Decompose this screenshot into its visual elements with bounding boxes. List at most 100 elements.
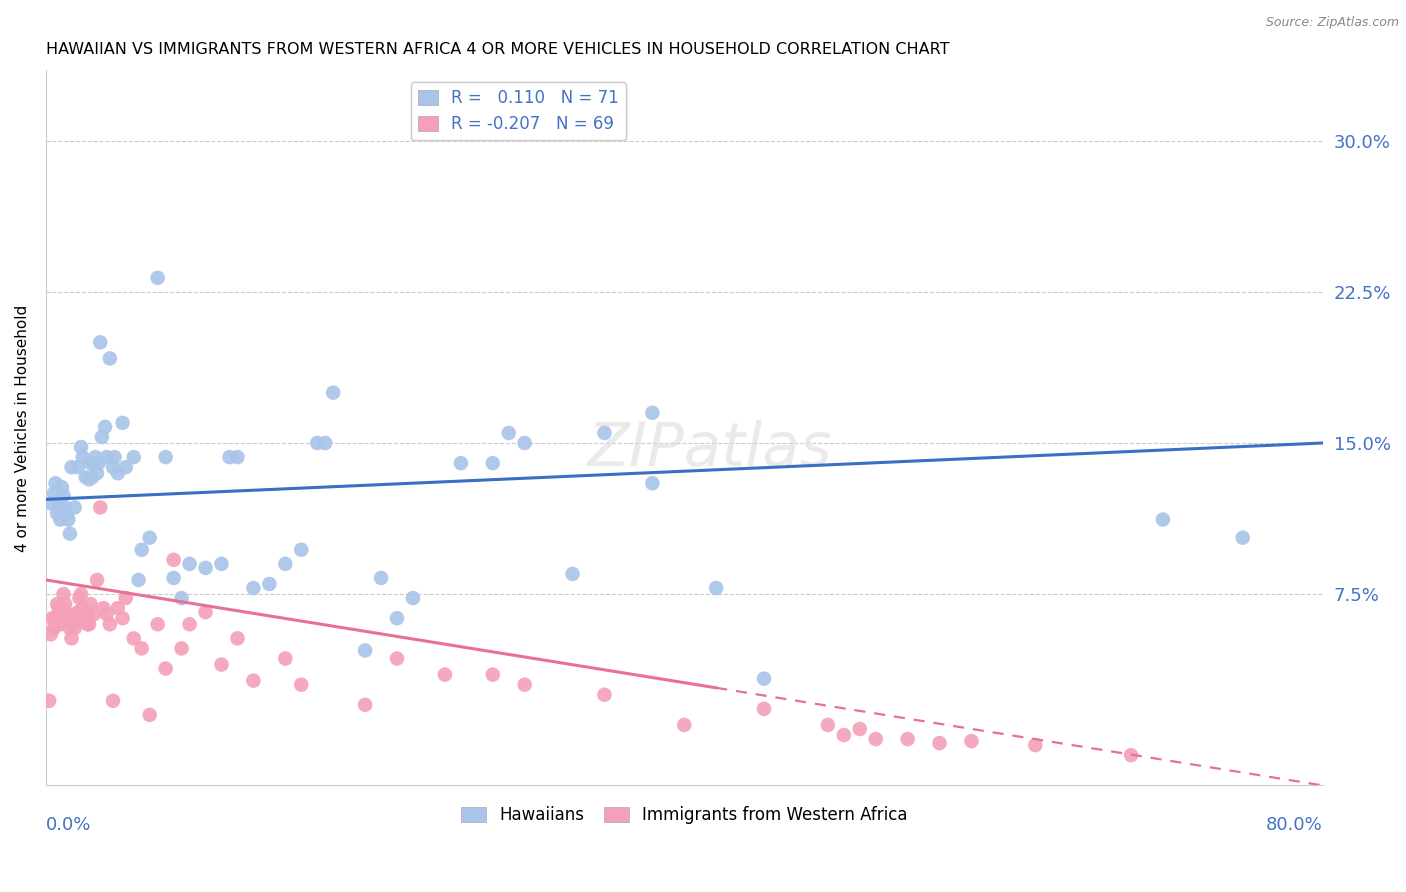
Point (1152, 512, 1174, 526)
Point (402, 591, 425, 605)
Point (63, 500, 86, 515)
Point (53, 597, 76, 611)
Point (98, 617, 121, 632)
Point (49, 617, 72, 632)
Point (314, 436, 336, 450)
Point (146, 271, 169, 285)
Point (72, 601, 94, 615)
Point (101, 460, 124, 475)
Point (76, 617, 98, 632)
Point (38, 694, 60, 708)
Point (86, 573, 108, 587)
Point (111, 416, 134, 430)
Text: 80.0%: 80.0% (1265, 815, 1323, 834)
Legend: R =   0.110   N = 71, R = -0.207   N = 69: R = 0.110 N = 71, R = -0.207 N = 69 (411, 82, 626, 140)
Point (111, 611, 134, 625)
Point (162, 571, 184, 585)
Point (73, 611, 96, 625)
Point (928, 736, 950, 750)
Point (242, 581, 264, 595)
Point (385, 611, 408, 625)
Point (897, 732, 920, 747)
Point (45, 476, 67, 491)
Point (1024, 738, 1046, 752)
Point (60, 460, 83, 475)
Text: HAWAIIAN VS IMMIGRANTS FROM WESTERN AFRICA 4 OR MORE VEHICLES IN HOUSEHOLD CORRE: HAWAIIAN VS IMMIGRANTS FROM WESTERN AFRI… (46, 42, 949, 57)
Point (307, 436, 329, 450)
Point (290, 542, 312, 557)
Point (354, 698, 377, 712)
Point (58, 512, 80, 526)
Point (59, 526, 82, 541)
Point (66, 460, 89, 475)
Point (83, 456, 105, 470)
Point (561, 566, 583, 581)
Point (89, 335, 111, 350)
Point (41, 611, 63, 625)
Point (179, 617, 201, 632)
Point (1232, 531, 1254, 545)
Point (832, 728, 855, 742)
Point (131, 542, 153, 557)
Point (53, 500, 76, 515)
Point (79, 456, 101, 470)
Point (63, 621, 86, 635)
Point (79, 597, 101, 611)
Point (86, 467, 108, 481)
Point (641, 406, 664, 420)
Point (170, 641, 193, 656)
Point (96, 607, 118, 622)
Point (641, 476, 664, 491)
Point (290, 678, 312, 692)
Point (481, 456, 503, 470)
Point (52, 587, 75, 601)
Text: ZIPatlas: ZIPatlas (588, 420, 832, 479)
Point (322, 385, 344, 400)
Point (138, 531, 160, 545)
Point (94, 420, 117, 434)
Point (69, 591, 91, 605)
Point (194, 561, 217, 575)
Point (162, 553, 184, 567)
Point (211, 657, 233, 672)
Point (49, 512, 72, 526)
Point (77, 617, 100, 632)
Point (89, 500, 111, 515)
Point (39, 496, 62, 510)
Point (122, 450, 145, 464)
Point (704, 581, 727, 595)
Point (1119, 748, 1142, 763)
Point (59, 621, 82, 635)
Point (179, 557, 201, 571)
Point (122, 632, 145, 646)
Point (817, 718, 839, 732)
Point (48, 601, 70, 615)
Point (98, 351, 121, 366)
Point (84, 450, 107, 464)
Point (60, 632, 83, 646)
Point (46, 597, 69, 611)
Point (72, 450, 94, 464)
Point (370, 571, 392, 585)
Point (103, 450, 125, 464)
Point (42, 621, 65, 635)
Point (498, 425, 520, 440)
Point (450, 456, 472, 470)
Point (107, 467, 129, 481)
Text: Source: ZipAtlas.com: Source: ZipAtlas.com (1265, 16, 1399, 29)
Point (593, 425, 616, 440)
Point (752, 702, 775, 716)
Point (42, 486, 65, 500)
Point (82, 470, 104, 484)
Point (75, 470, 97, 484)
Point (90, 430, 112, 444)
Point (218, 450, 240, 464)
Point (274, 557, 297, 571)
Point (146, 617, 169, 632)
Point (865, 732, 887, 747)
Point (77, 472, 100, 486)
Point (155, 662, 177, 676)
Point (96, 450, 118, 464)
Point (194, 605, 217, 619)
Point (960, 734, 983, 748)
